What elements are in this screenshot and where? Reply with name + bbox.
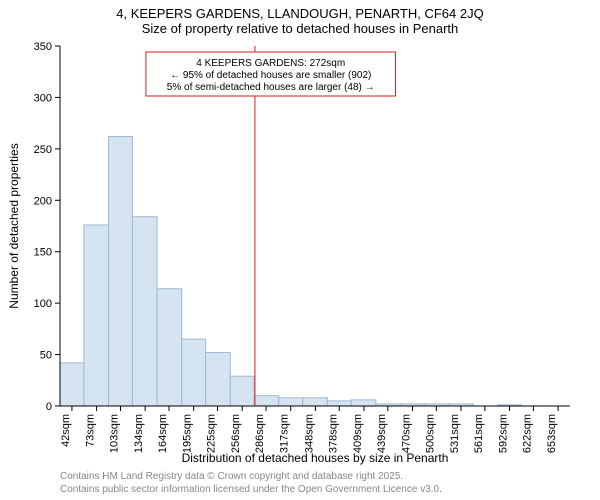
- x-tick-label: 378sqm: [327, 414, 339, 453]
- y-tick-label: 150: [34, 247, 52, 259]
- histogram-bar: [157, 289, 182, 406]
- histogram-bar: [109, 137, 133, 406]
- footnote-line-2: Contains public sector information licen…: [60, 483, 442, 496]
- histogram-bar: [303, 398, 328, 406]
- histogram-bar: [60, 363, 84, 406]
- x-tick-label: 256sqm: [230, 414, 242, 453]
- callout-line: 5% of semi-detached houses are larger (4…: [167, 82, 375, 93]
- y-tick-label: 200: [34, 195, 52, 207]
- histogram-bar: [279, 398, 303, 406]
- title-line-2: Size of property relative to detached ho…: [0, 21, 600, 36]
- x-tick-label: 592sqm: [498, 414, 510, 453]
- x-tick-label: 439sqm: [376, 414, 388, 453]
- y-tick-label: 350: [34, 42, 52, 53]
- x-axis-label: Distribution of detached houses by size …: [182, 451, 449, 465]
- chart-title: 4, KEEPERS GARDENS, LLANDOUGH, PENARTH, …: [0, 0, 600, 36]
- x-tick-label: 42sqm: [60, 414, 72, 447]
- histogram-bar: [182, 339, 206, 406]
- x-tick-label: 225sqm: [206, 414, 218, 453]
- y-tick-label: 50: [40, 350, 52, 362]
- histogram-bar: [230, 376, 254, 406]
- callout-line: 4 KEEPERS GARDENS: 272sqm: [196, 58, 345, 69]
- x-tick-label: 531sqm: [449, 414, 461, 453]
- x-tick-label: 470sqm: [400, 414, 412, 453]
- x-tick-label: 317sqm: [279, 414, 291, 453]
- x-tick-label: 653sqm: [546, 414, 558, 453]
- x-tick-label: 195sqm: [182, 414, 194, 453]
- title-line-1: 4, KEEPERS GARDENS, LLANDOUGH, PENARTH, …: [0, 6, 600, 21]
- y-tick-label: 300: [34, 92, 52, 104]
- x-tick-label: 500sqm: [424, 414, 436, 453]
- callout-line: ← 95% of detached houses are smaller (90…: [170, 70, 371, 81]
- x-tick-label: 164sqm: [157, 414, 169, 453]
- footnote: Contains HM Land Registry data © Crown c…: [60, 470, 442, 496]
- x-tick-label: 409sqm: [352, 414, 364, 453]
- x-tick-label: 622sqm: [521, 414, 533, 453]
- y-axis-label: Number of detached properties: [7, 143, 21, 308]
- y-tick-label: 100: [34, 298, 52, 310]
- x-tick-label: 286sqm: [254, 414, 266, 453]
- histogram-bar: [327, 401, 351, 406]
- x-tick-label: 134sqm: [133, 414, 145, 453]
- footnote-line-1: Contains HM Land Registry data © Crown c…: [60, 470, 442, 483]
- histogram-bar: [254, 396, 279, 406]
- y-tick-label: 250: [34, 144, 52, 156]
- histogram-bar: [206, 353, 231, 406]
- x-tick-label: 73sqm: [85, 414, 97, 447]
- histogram-bar: [84, 225, 109, 406]
- x-tick-label: 103sqm: [108, 414, 120, 453]
- histogram-bar: [351, 400, 376, 406]
- y-tick-label: 0: [46, 401, 52, 413]
- histogram-bar: [132, 217, 157, 406]
- x-tick-label: 561sqm: [473, 414, 485, 453]
- x-tick-label: 348sqm: [303, 414, 315, 453]
- histogram-chart: 0 50 100 150 200 250 300 350 42sqm 73sqm 103sqm 134…: [0, 42, 600, 472]
